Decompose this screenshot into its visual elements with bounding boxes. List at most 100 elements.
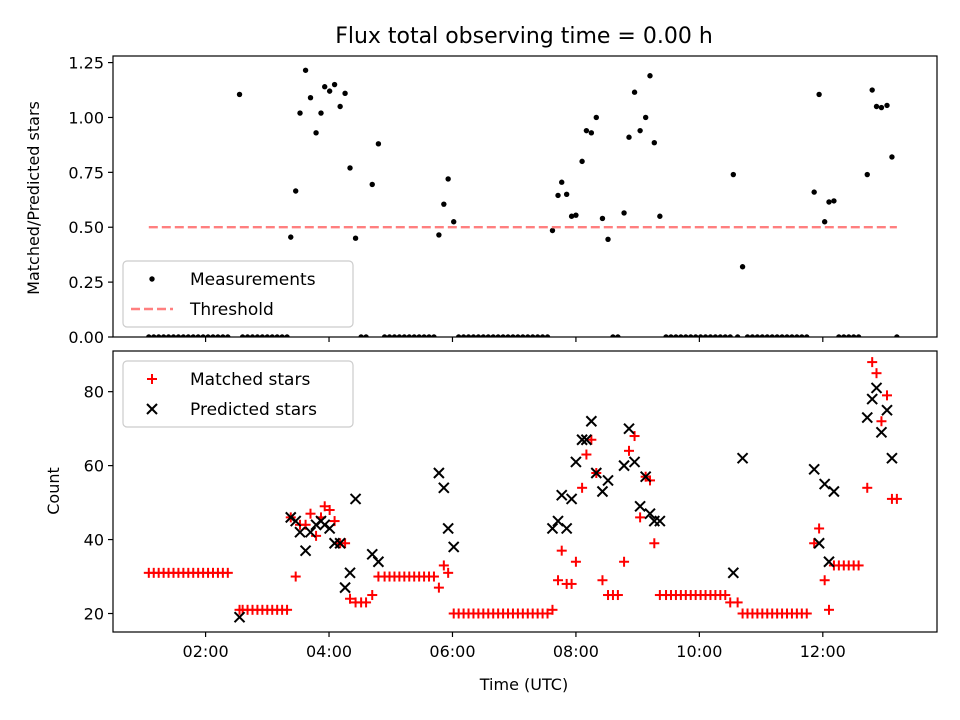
data-point: [878, 104, 885, 111]
top-y-axis-label: Matched/Predicted stars: [24, 101, 43, 295]
data-point: [823, 556, 835, 568]
data-point: [465, 334, 472, 337]
data-point: [581, 449, 592, 460]
data-point: [431, 334, 437, 337]
data-point: [190, 334, 196, 337]
data-point: [547, 604, 558, 615]
data-point: [180, 334, 187, 337]
bottom-panel: 20 40 60 80 02:00 04:00 06:00 08:00 10:00 12:00 Ma…: [84, 350, 938, 661]
data-point: [583, 127, 590, 134]
data-point: [480, 334, 487, 337]
plot-area: [146, 67, 900, 337]
data-point: [345, 593, 356, 604]
data-point: [421, 334, 427, 337]
data-point: [361, 597, 372, 608]
data-point: [585, 415, 598, 427]
series-1: [233, 382, 898, 623]
data-point: [313, 130, 319, 136]
data-point: [433, 467, 445, 479]
data-point: [618, 459, 630, 472]
data-point: [302, 67, 309, 73]
data-point: [754, 334, 761, 337]
legend-label: Measurements: [190, 270, 316, 290]
data-point: [352, 235, 359, 241]
data-point: [292, 188, 299, 194]
legend-box: [122, 260, 354, 328]
data-point: [707, 334, 714, 337]
data-point: [433, 582, 444, 593]
data-point: [647, 73, 653, 79]
data-point: [580, 434, 593, 446]
data-point: [717, 334, 724, 337]
legend-entry: Measurements: [149, 270, 316, 290]
data-point: [549, 227, 556, 234]
data-point: [867, 357, 878, 368]
data-point: [570, 556, 581, 567]
data-point: [864, 171, 870, 178]
data-point: [570, 456, 582, 468]
data-point: [635, 512, 646, 523]
data-point: [307, 95, 314, 101]
data-point: [619, 556, 630, 567]
data-point: [727, 567, 740, 579]
data-point: [406, 334, 412, 337]
data-point: [869, 87, 875, 93]
data-point: [744, 334, 751, 337]
data-point: [663, 334, 669, 337]
data-point: [565, 493, 578, 505]
data-point: [331, 81, 338, 88]
data-point: [151, 334, 157, 337]
data-point: [401, 334, 408, 337]
data-point: [284, 334, 290, 337]
legend-marker: [146, 403, 158, 415]
data-point: [215, 334, 221, 337]
data-point: [759, 334, 766, 337]
x-tick-label: 10:00: [676, 642, 722, 661]
data-point: [712, 334, 719, 337]
data-point: [628, 456, 641, 468]
data-point: [631, 89, 638, 95]
data-point: [639, 471, 652, 483]
data-point: [730, 171, 737, 178]
data-point: [651, 140, 658, 146]
data-point: [826, 199, 832, 205]
data-point: [165, 334, 172, 337]
data-point: [590, 467, 602, 479]
data-point: [629, 431, 640, 442]
data-point: [884, 102, 890, 109]
data-point: [784, 334, 790, 337]
data-point: [727, 334, 733, 337]
plot-area: [143, 357, 902, 623]
data-point: [372, 556, 385, 568]
data-point: [438, 482, 450, 494]
data-point: [470, 334, 477, 337]
data-point: [855, 334, 862, 337]
bottom-y-axis-label: Count: [44, 467, 63, 515]
x-tick-label: 02:00: [183, 642, 229, 661]
legend-entry: Threshold: [131, 300, 274, 320]
data-point: [553, 575, 564, 586]
data-point: [339, 581, 351, 594]
data-point: [367, 590, 378, 601]
data-point: [823, 604, 834, 615]
data-point: [334, 537, 346, 549]
data-point: [539, 334, 546, 337]
data-point: [605, 236, 611, 243]
data-point: [875, 426, 888, 439]
data-point: [279, 334, 285, 337]
data-point: [236, 91, 243, 98]
data-point: [836, 334, 842, 337]
data-point: [610, 334, 616, 337]
data-point: [416, 334, 422, 337]
data-point: [323, 522, 336, 535]
data-point: [375, 141, 382, 147]
x-axis-label: Time (UTC): [479, 675, 568, 694]
legend-entry: Predicted stars: [146, 400, 317, 420]
data-point: [515, 334, 521, 337]
data-point: [160, 334, 167, 337]
data-point: [873, 103, 880, 110]
y-tick-label: 0.50: [68, 218, 104, 237]
data-point: [626, 134, 632, 140]
data-point: [391, 334, 398, 337]
data-point: [340, 538, 351, 549]
